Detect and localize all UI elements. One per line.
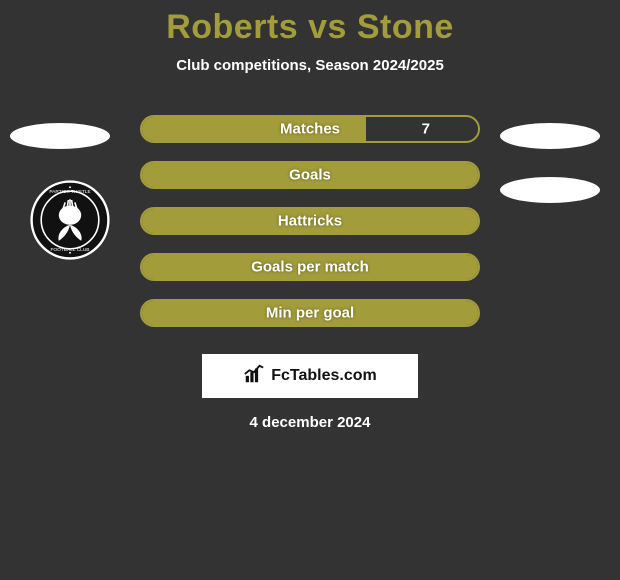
stat-label: Goals [289, 167, 331, 184]
stat-bar: Goals [140, 161, 480, 189]
stat-label: Min per goal [266, 305, 354, 322]
stat-label: Matches [280, 121, 340, 138]
stat-row-matches: 14 Matches 7 [0, 106, 620, 152]
subtitle: Club competitions, Season 2024/2025 [0, 57, 620, 74]
brand-chart-icon [243, 363, 265, 390]
stat-row-goals: 0 Goals [0, 152, 620, 198]
stat-right-value: 7 [422, 121, 430, 138]
stat-label: Hattricks [278, 213, 342, 230]
stats-rows: 14 Matches 7 0 Goals 0 Hattricks Goal [0, 106, 620, 336]
stat-bar: Goals per match [140, 253, 480, 281]
date-text: 4 december 2024 [0, 414, 620, 431]
page-title: Roberts vs Stone [0, 0, 620, 47]
stat-row-goals-per-match: Goals per match [0, 244, 620, 290]
stat-row-hattricks: 0 Hattricks [0, 198, 620, 244]
brand-box[interactable]: FcTables.com [202, 354, 418, 398]
stat-bar: Hattricks [140, 207, 480, 235]
brand-text: FcTables.com [271, 367, 377, 385]
stat-row-min-per-goal: Min per goal [0, 290, 620, 336]
stat-bar: Min per goal [140, 299, 480, 327]
stat-label: Goals per match [251, 259, 369, 276]
